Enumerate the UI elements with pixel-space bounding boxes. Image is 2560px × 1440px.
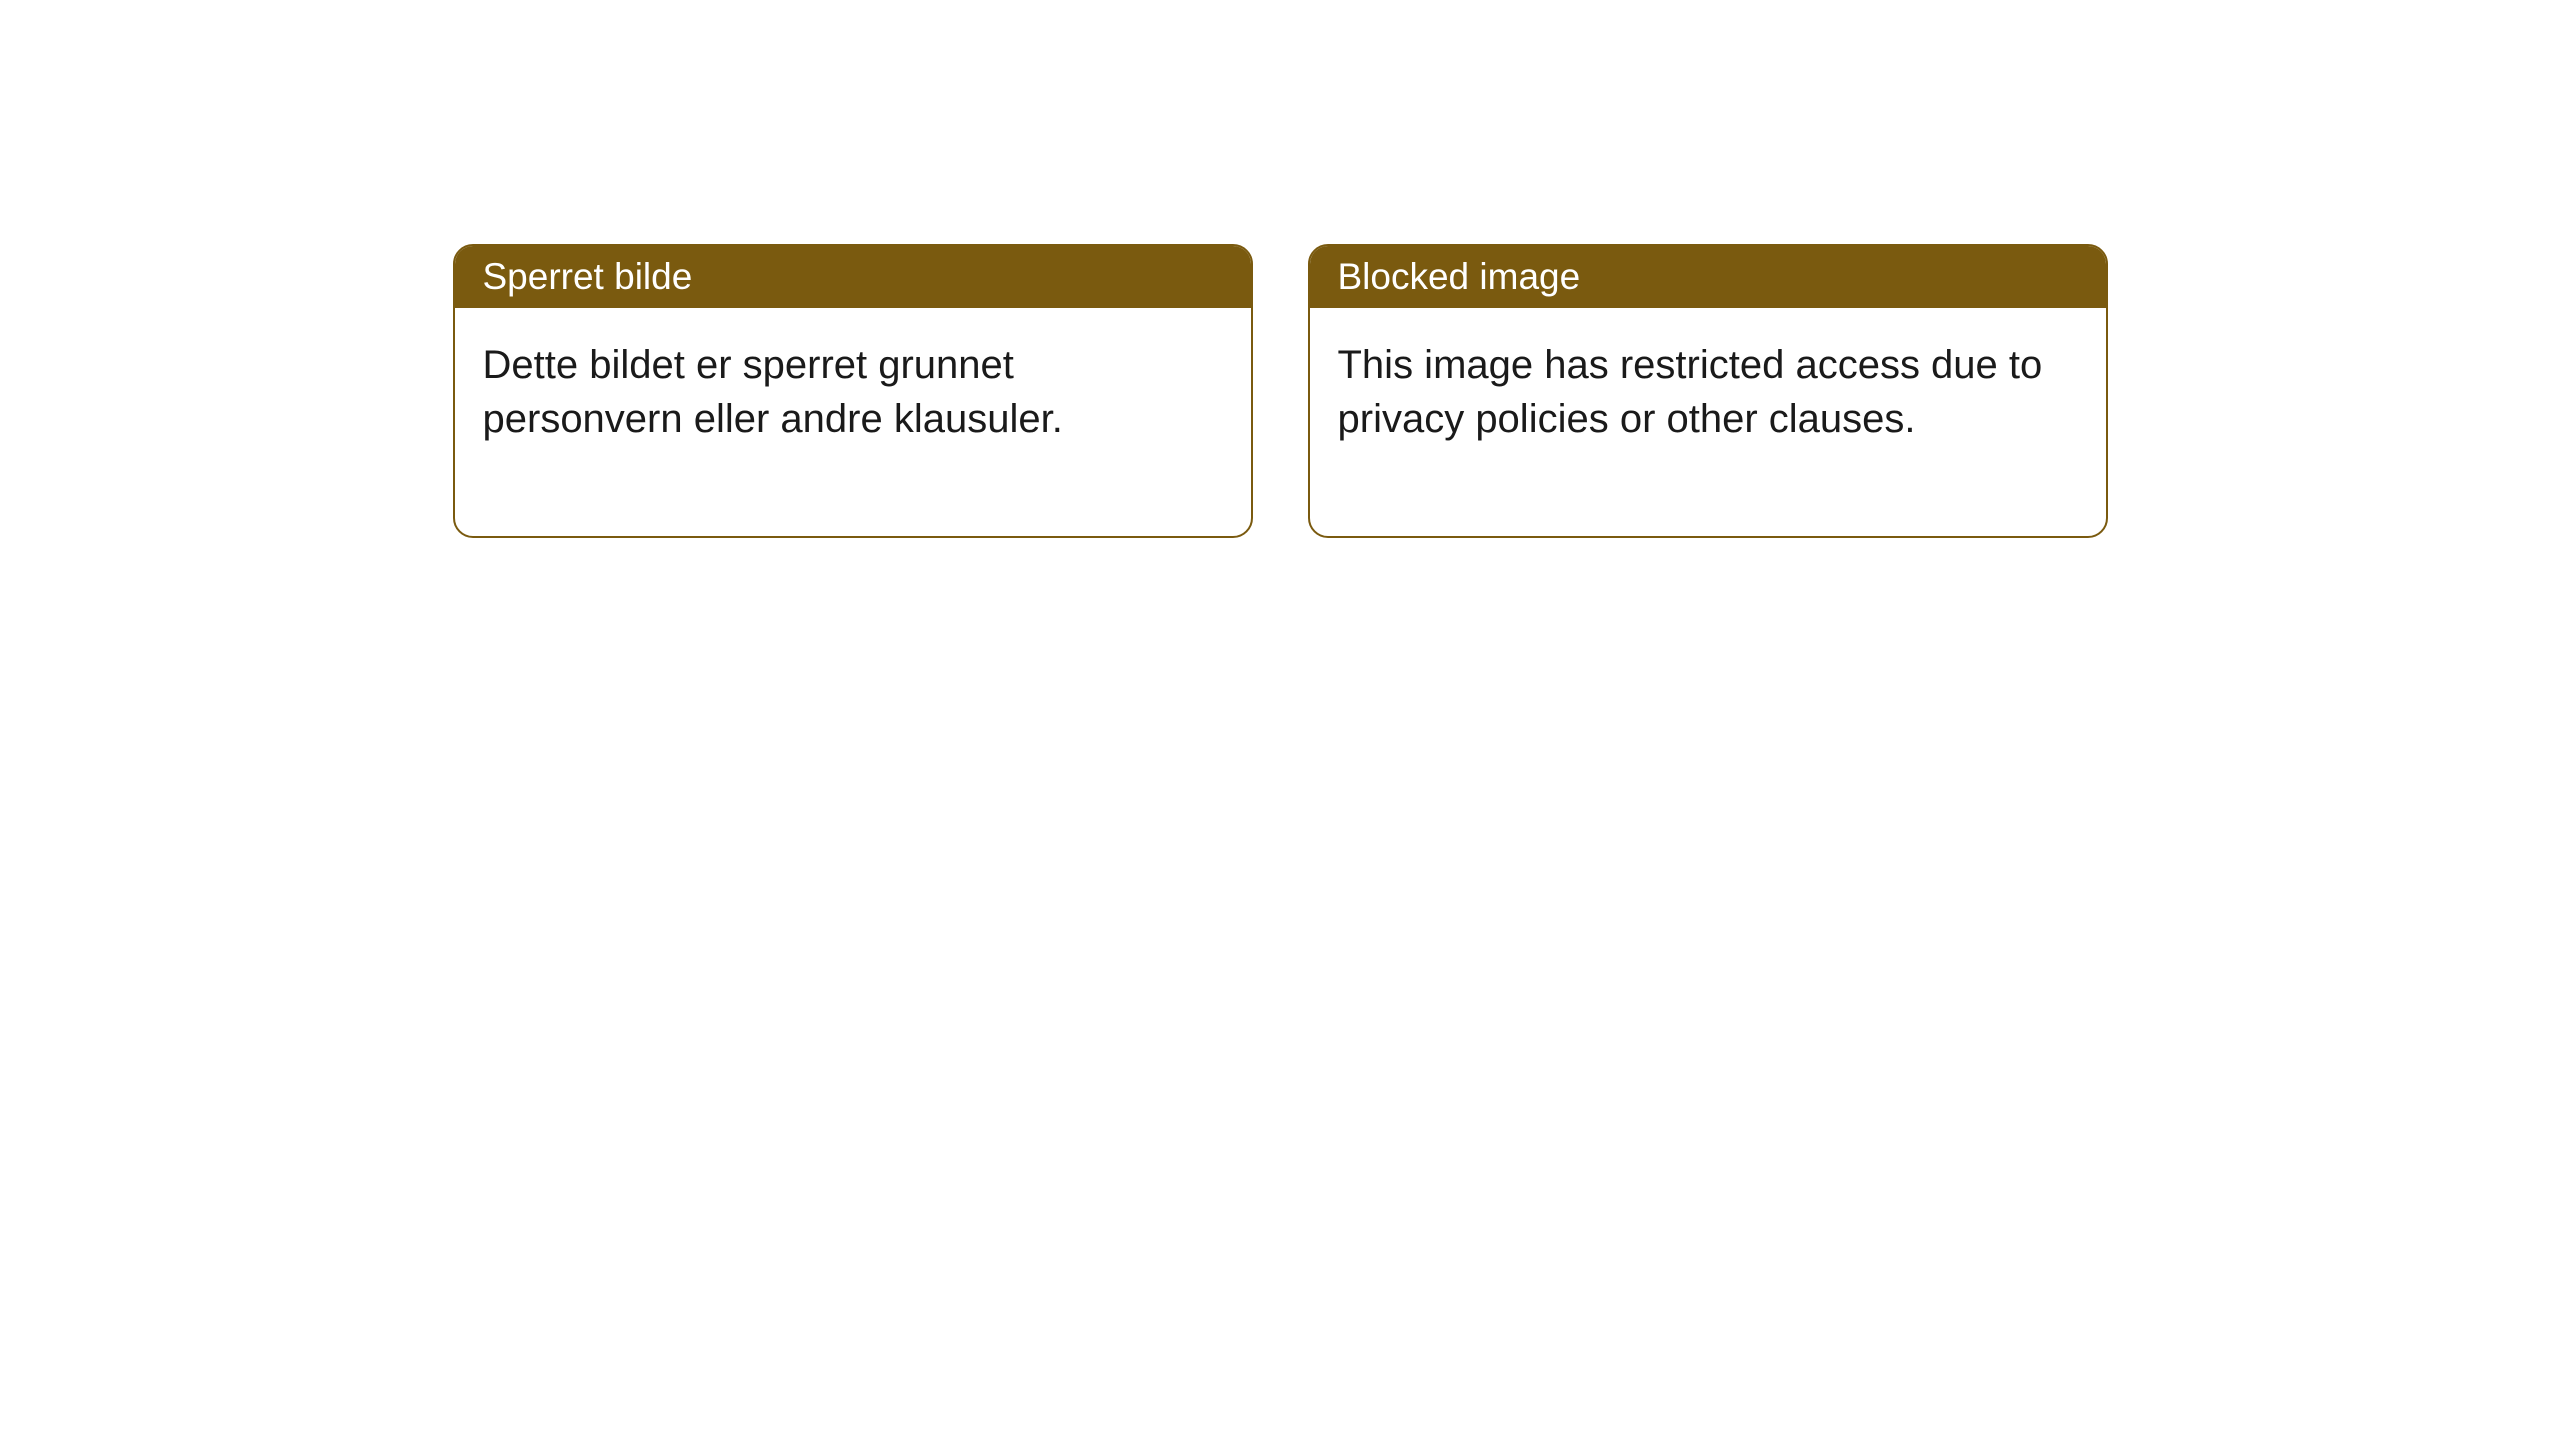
card-body: This image has restricted access due to … [1310,308,2106,536]
card-header: Blocked image [1310,246,2106,308]
notice-card-english: Blocked image This image has restricted … [1308,244,2108,538]
card-title: Blocked image [1338,256,1581,297]
card-body-text: This image has restricted access due to … [1338,343,2043,441]
card-body: Dette bildet er sperret grunnet personve… [455,308,1251,536]
card-title: Sperret bilde [483,256,693,297]
card-body-text: Dette bildet er sperret grunnet personve… [483,343,1063,441]
card-header: Sperret bilde [455,246,1251,308]
notice-cards-container: Sperret bilde Dette bildet er sperret gr… [453,244,2108,538]
notice-card-norwegian: Sperret bilde Dette bildet er sperret gr… [453,244,1253,538]
